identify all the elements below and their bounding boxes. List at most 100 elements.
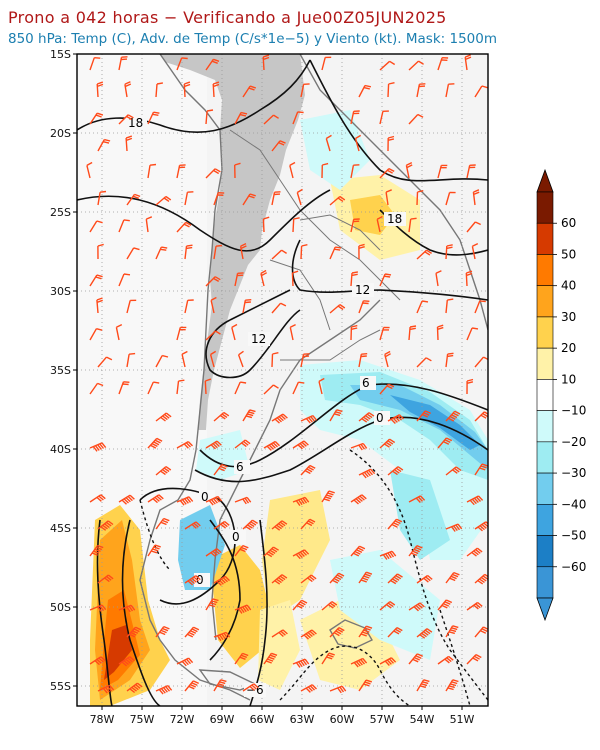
wind-barb [474,573,488,585]
colorbar-swatch [536,379,554,411]
colorbar-swatch [536,316,554,349]
wind-barb [358,679,373,692]
wind-barb [97,684,115,694]
wind-barb [89,57,101,71]
wind-barb [387,573,403,585]
wind-barb [437,437,453,449]
wind-barb [329,409,343,422]
wind-barb [435,270,442,287]
wind-barb [387,466,404,476]
wind-barb [466,653,482,665]
colorbar-label: −60 [561,560,586,574]
wind-barb [260,269,268,287]
colorbar-label: 50 [561,247,576,261]
wind-barb [408,495,426,503]
wind-barb [474,300,486,314]
contour-label: 6 [362,376,370,390]
wind-barb [97,190,107,206]
wind-barb [329,246,342,260]
wind-barb [379,383,395,395]
wind-barb [89,220,103,233]
wind-barb [234,544,249,557]
wind-barb [350,494,367,505]
colorbar-swatch [536,504,554,536]
map-title: Prono a 042 horas − Verificando a Jue00Z… [8,8,447,27]
wind-barb [376,215,383,233]
wind-barb [300,629,317,640]
cold-advection-areas [178,110,488,660]
wind-barb [329,685,347,694]
wind-barb [234,111,248,125]
colorbar-label: −40 [561,497,586,511]
wind-barb [408,653,423,665]
wind-barb [205,548,222,558]
wind-barb [321,652,335,665]
wind-barb [445,244,453,260]
wind-barb [205,276,221,287]
wind-barb [474,411,488,422]
lon-label: 60W [330,713,355,726]
wind-barb [234,652,249,665]
wind-barb [379,167,395,179]
wind-barb [387,414,405,424]
wind-barb [474,521,488,532]
colorbar-label: 40 [561,279,576,293]
wind-barb [445,625,459,638]
wind-barb [213,411,230,422]
wind-barb [416,83,426,98]
wind-barb [97,520,114,531]
wind-barb [445,298,454,314]
wind-barb [350,110,360,125]
wind-barb [204,378,212,395]
colorbar-swatch [536,191,554,224]
wind-barb [263,546,279,558]
wind-barb [115,323,123,341]
wind-barb [147,544,161,557]
wind-barb [387,518,403,530]
colorbar-label: −20 [561,435,586,449]
wind-barb [358,625,373,638]
wind-barb [213,631,231,642]
wind-barb [358,571,373,584]
wind-barb [176,221,192,233]
wind-barb [271,520,288,531]
latitude-labels: 15S 20S 25S 30S 35S 40S 45S 50S 55S [50,48,71,693]
wind-barb [350,442,368,451]
lat-label: 50S [50,601,71,614]
lat-label: 15S [50,48,71,61]
wind-barb [387,135,395,152]
wind-barb [234,381,247,395]
wind-barb [147,163,157,179]
wind-barb [271,352,279,368]
contour-label: 12 [251,332,266,346]
wind-barb [321,601,338,611]
wind-barb [329,304,346,314]
wind-barb [271,249,287,260]
wind-barb [354,134,362,152]
wind-barb [350,324,358,341]
wind-barb [97,356,113,368]
colorbar-label: 30 [561,310,576,324]
wind-barb [263,652,278,665]
wind-barb [465,270,473,287]
wind-barb [210,296,217,314]
wind-barb [205,495,223,506]
colorbar-swatch [536,472,554,505]
wind-barb [379,273,392,287]
wind-barb [89,656,106,666]
wind-barb [300,684,318,693]
wind-barb [318,377,325,395]
wind-barb [387,626,403,638]
wind-barb [155,246,168,260]
wind-barb [416,679,430,692]
wind-barb [213,463,228,476]
wind-barb [321,56,332,71]
longitude-labels: 78W 75W 72W 69W 66W 63W 60W 57W 54W 51W [90,713,475,726]
wind-barb [234,439,251,449]
colorbar-swatch [536,254,554,286]
lat-label: 35S [50,364,71,377]
wind-barbs [86,54,488,695]
lon-label: 69W [210,713,235,726]
wind-barb [296,188,303,206]
lat-label: 40S [50,443,71,456]
